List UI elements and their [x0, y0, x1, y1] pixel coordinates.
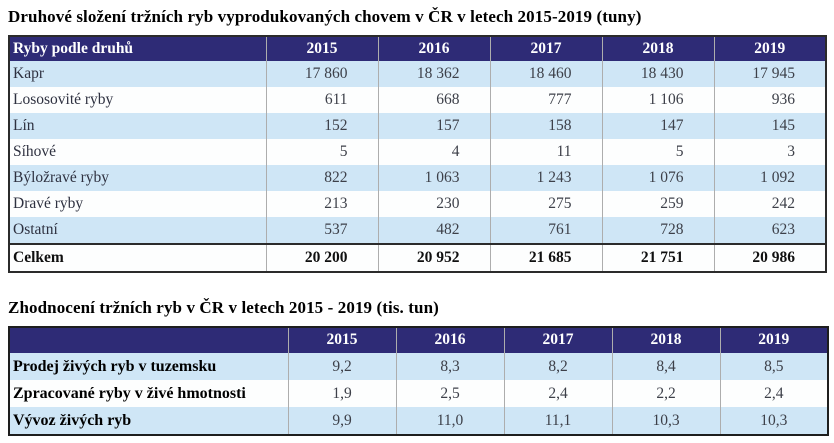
cell-value: 17 860	[265, 61, 378, 87]
total-cell-value: 20 986	[713, 243, 826, 272]
row-label: Síhové	[13, 143, 57, 160]
table1-header-year-2017: 2017	[489, 36, 602, 61]
total-cell-value: 20 952	[377, 243, 490, 272]
cell-value: 11,1	[503, 407, 612, 435]
table1-header-year-2019: 2019	[713, 36, 826, 61]
table-row: Ostatní 537 482 761 728 623	[9, 217, 826, 244]
total-cell-value: 21 751	[601, 243, 714, 272]
cell-value: 5	[265, 139, 378, 165]
total-row-label: Celkem	[9, 243, 266, 272]
cell-value: 611	[265, 87, 378, 113]
cell-value: 10,3	[719, 407, 828, 435]
table1-header-row: Ryby podle druhů 2015 2016 2017 2018 201…	[9, 36, 826, 61]
table-row: Dravé ryby 213 230 275 259 242	[9, 191, 826, 217]
total-cell-value: 21 685	[489, 243, 602, 272]
cell-value: 482	[377, 217, 490, 244]
table-row: Lososovité ryby 611 668 777 1 106 936	[9, 87, 826, 113]
cell-value: 1 076	[601, 165, 714, 191]
cell-value: 1 106	[601, 87, 714, 113]
cell-value: 152	[265, 113, 378, 139]
cell-value: 1 243	[489, 165, 602, 191]
cell-value: 158	[489, 113, 602, 139]
row-label: Zpracované ryby v živé hmotnosti	[13, 385, 246, 402]
species-composition-table: Ryby podle druhů 2015 2016 2017 2018 201…	[8, 35, 827, 273]
table1-header-year-2015: 2015	[265, 36, 378, 61]
row-label: Lososovité ryby	[13, 91, 114, 108]
row-label: Býložravé ryby	[13, 169, 109, 186]
cell-value: 275	[489, 191, 602, 217]
cell-value: 147	[601, 113, 714, 139]
table1-header-year-2016: 2016	[377, 36, 490, 61]
table-row: Vývoz živých ryb 9,9 11,0 11,1 10,3 10,3	[9, 407, 828, 435]
table2-header-year-2018: 2018	[611, 327, 720, 353]
table1-header-year-2018: 2018	[601, 36, 714, 61]
fish-valuation-table: 2015 2016 2017 2018 2019 Prodej živých r…	[8, 326, 829, 436]
cell-value: 145	[713, 113, 826, 139]
cell-value: 668	[377, 87, 490, 113]
table2-header-empty-cell	[9, 327, 288, 353]
cell-value: 9,2	[287, 353, 396, 380]
table1-total-row: Celkem 20 200 20 952 21 685 21 751 20 98…	[9, 243, 826, 272]
table-row: Prodej živých ryb v tuzemsku 9,2 8,3 8,2…	[9, 353, 828, 380]
cell-value: 2,5	[395, 380, 504, 407]
cell-value: 5	[601, 139, 714, 165]
row-label: Kapr	[13, 65, 44, 82]
cell-value: 242	[713, 191, 826, 217]
cell-value: 8,4	[611, 353, 720, 380]
table-row: Kapr 17 860 18 362 18 460 18 430 17 945	[9, 61, 826, 87]
cell-value: 1,9	[287, 380, 396, 407]
table2-header-row: 2015 2016 2017 2018 2019	[9, 327, 828, 353]
cell-value: 777	[489, 87, 602, 113]
cell-value: 936	[713, 87, 826, 113]
cell-value: 17 945	[713, 61, 826, 87]
cell-value: 1 063	[377, 165, 490, 191]
table-row: Síhové 5 4 11 5 3	[9, 139, 826, 165]
table-row: Lín 152 157 158 147 145	[9, 113, 826, 139]
cell-value: 2,4	[719, 380, 828, 407]
cell-value: 18 362	[377, 61, 490, 87]
total-cell-value: 20 200	[265, 243, 378, 272]
cell-value: 2,4	[503, 380, 612, 407]
row-label: Ostatní	[13, 221, 58, 238]
row-label: Vývoz živých ryb	[13, 412, 132, 429]
cell-value: 18 460	[489, 61, 602, 87]
cell-value: 2,2	[611, 380, 720, 407]
cell-value: 761	[489, 217, 602, 244]
cell-value: 213	[265, 191, 378, 217]
cell-value: 8,2	[503, 353, 612, 380]
cell-value: 18 430	[601, 61, 714, 87]
cell-value: 259	[601, 191, 714, 217]
cell-value: 3	[713, 139, 826, 165]
cell-value: 157	[377, 113, 490, 139]
table1-title: Druhové složení tržních ryb vyprodukovan…	[8, 7, 642, 26]
cell-value: 728	[601, 217, 714, 244]
table2-header-year-2017: 2017	[503, 327, 612, 353]
table2-header-year-2016: 2016	[395, 327, 504, 353]
cell-value: 11,0	[395, 407, 504, 435]
cell-value: 1 092	[713, 165, 826, 191]
table2-header-year-2019: 2019	[719, 327, 828, 353]
cell-value: 9,9	[287, 407, 396, 435]
table2-header-year-2015: 2015	[287, 327, 396, 353]
table-row: Zpracované ryby v živé hmotnosti 1,9 2,5…	[9, 380, 828, 407]
cell-value: 623	[713, 217, 826, 244]
table-row: Býložravé ryby 822 1 063 1 243 1 076 1 0…	[9, 165, 826, 191]
cell-value: 230	[377, 191, 490, 217]
table1-header-label: Ryby podle druhů	[9, 36, 266, 61]
cell-value: 8,5	[719, 353, 828, 380]
row-label: Prodej živých ryb v tuzemsku	[13, 358, 217, 375]
row-label: Lín	[13, 117, 35, 134]
cell-value: 10,3	[611, 407, 720, 435]
cell-value: 11	[489, 139, 602, 165]
row-label: Dravé ryby	[13, 195, 84, 212]
cell-value: 822	[265, 165, 378, 191]
cell-value: 537	[265, 217, 378, 244]
cell-value: 4	[377, 139, 490, 165]
cell-value: 8,3	[395, 353, 504, 380]
table2-title: Zhodnocení tržních ryb v ČR v letech 201…	[8, 298, 439, 317]
